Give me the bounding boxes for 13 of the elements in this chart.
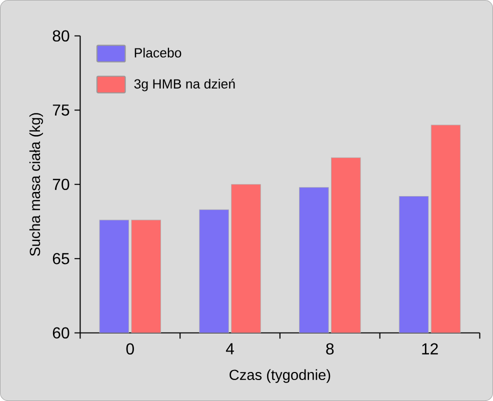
y-tick-label: 75 [52,104,70,116]
x-tick-label: 12 [422,343,438,354]
x-axis-title: Czas (tygodnie) [230,369,330,383]
x-tick-label: 4 [226,343,234,354]
legend-label: Placebo [134,48,182,58]
y-tick-label: 65 [52,252,70,264]
y-axis-title: Sucha masa ciała (kg) [29,113,43,256]
y-tick-label: 60 [52,327,70,338]
legend-label: 3g HMB na dzień [134,78,235,92]
y-tick-label: 70 [52,178,70,190]
x-tick-label: 0 [126,343,134,354]
y-tick-label: 80 [52,30,70,42]
x-tick-label: 8 [326,343,334,354]
